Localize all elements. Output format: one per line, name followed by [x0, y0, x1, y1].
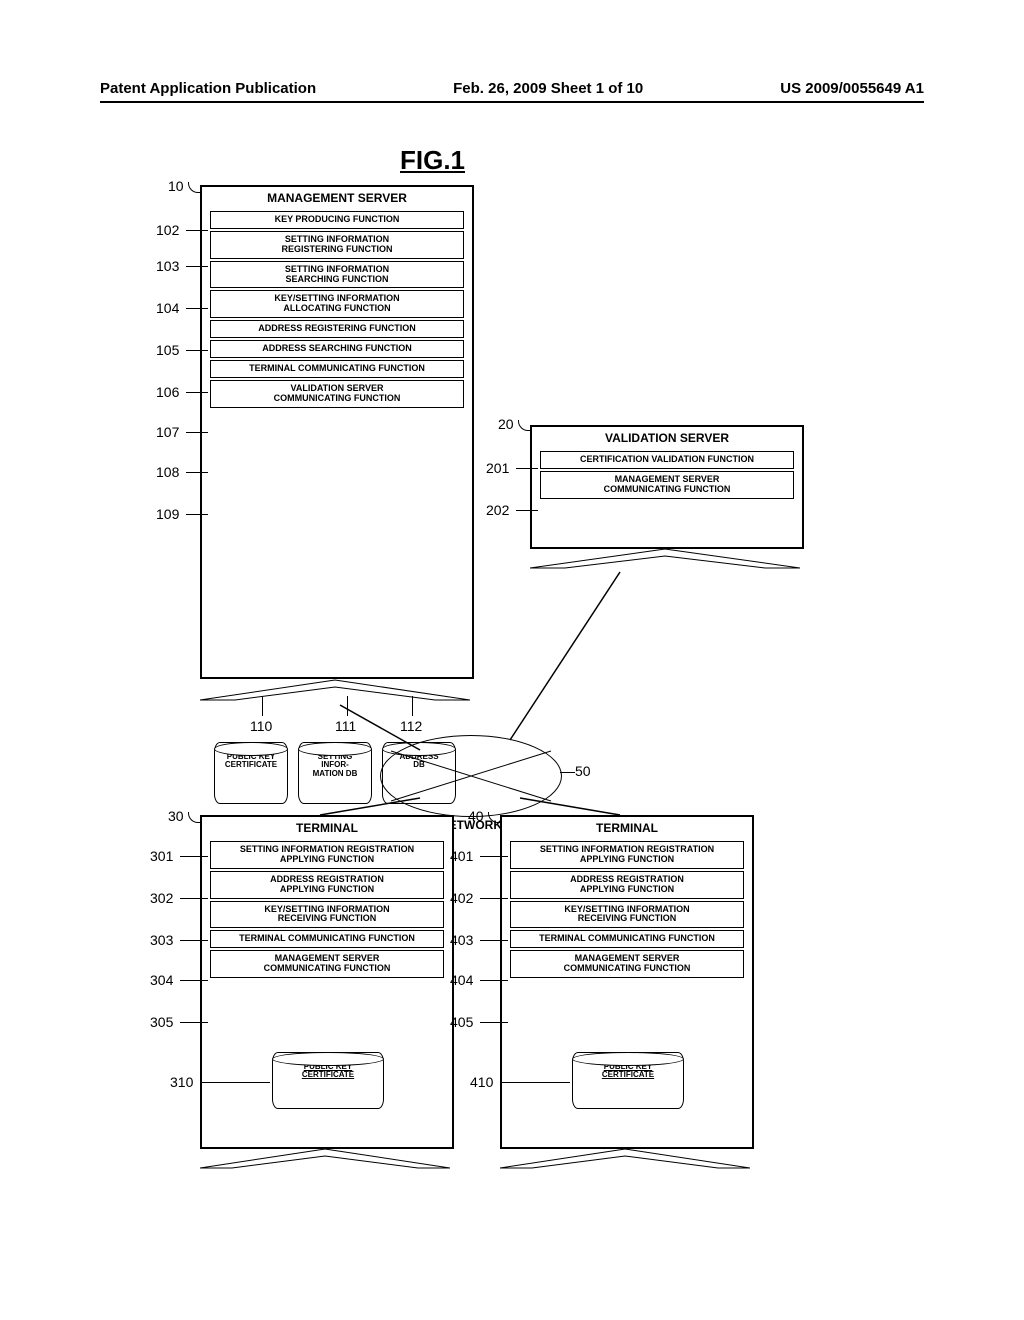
ref-109: 109	[156, 506, 179, 522]
func-key-setting-alloc: KEY/SETTING INFORMATION ALLOCATING FUNCT…	[210, 290, 464, 318]
db-310: PUBLIC KEY CERTIFICATE	[272, 1052, 384, 1109]
func-302: ADDRESS REGISTRATION APPLYING FUNCTION	[210, 871, 444, 899]
network-ellipse	[380, 735, 562, 817]
func-304: TERMINAL COMMUNICATING FUNCTION	[210, 930, 444, 948]
ref-103: 103	[156, 258, 179, 274]
func-403: KEY/SETTING INFORMATION RECEIVING FUNCTI…	[510, 901, 744, 929]
monitor-stand-vs	[530, 545, 800, 573]
func-cert-validation: CERTIFICATION VALIDATION FUNCTION	[540, 451, 794, 469]
func-terminal-comm: TERMINAL COMMUNICATING FUNCTION	[210, 360, 464, 378]
ref-10: 10	[168, 178, 184, 194]
ref-403: 403	[450, 932, 473, 948]
management-server-title: MANAGEMENT SERVER	[202, 187, 472, 209]
func-401: SETTING INFORMATION REGISTRATION APPLYIN…	[510, 841, 744, 869]
ref-305: 305	[150, 1014, 173, 1030]
ref-107: 107	[156, 424, 179, 440]
ref-304: 304	[150, 972, 173, 988]
monitor-stand-tb	[500, 1145, 750, 1173]
func-402: ADDRESS REGISTRATION APPLYING FUNCTION	[510, 871, 744, 899]
figure-title: FIG.1	[400, 145, 465, 176]
ref-102: 102	[156, 222, 179, 238]
ref-302: 302	[150, 890, 173, 906]
page: Patent Application Publication Feb. 26, …	[0, 0, 1024, 1320]
terminal-a-title: TERMINAL	[202, 817, 452, 839]
header-right: US 2009/0055649 A1	[780, 80, 924, 97]
func-404: TERMINAL COMMUNICATING FUNCTION	[510, 930, 744, 948]
ref-404: 404	[450, 972, 473, 988]
func-address-register: ADDRESS REGISTERING FUNCTION	[210, 320, 464, 338]
ref-301: 301	[150, 848, 173, 864]
db-public-key-cert: PUBLIC KEY CERTIFICATE	[214, 742, 288, 804]
func-validation-comm: VALIDATION SERVER COMMUNICATING FUNCTION	[210, 380, 464, 408]
ref-405: 405	[450, 1014, 473, 1030]
db-setting-info: SETTING INFOR- MATION DB	[298, 742, 372, 804]
ref-104: 104	[156, 300, 179, 316]
validation-server-title: VALIDATION SERVER	[532, 427, 802, 449]
ref-402: 402	[450, 890, 473, 906]
ref-20: 20	[498, 416, 514, 432]
func-key-producing: KEY PRODUCING FUNCTION	[210, 211, 464, 229]
ref-303: 303	[150, 932, 173, 948]
func-address-search: ADDRESS SEARCHING FUNCTION	[210, 340, 464, 358]
func-ms-comm: MANAGEMENT SERVER COMMUNICATING FUNCTION	[540, 471, 794, 499]
monitor-stand-ms	[200, 675, 470, 705]
ref-105: 105	[156, 342, 179, 358]
func-301: SETTING INFORMATION REGISTRATION APPLYIN…	[210, 841, 444, 869]
ref-201: 201	[486, 460, 509, 476]
management-server-box: MANAGEMENT SERVER KEY PRODUCING FUNCTION…	[200, 185, 474, 679]
terminal-a-box: TERMINAL SETTING INFORMATION REGISTRATIO…	[200, 815, 454, 1149]
ref-30: 30	[168, 808, 184, 824]
func-303: KEY/SETTING INFORMATION RECEIVING FUNCTI…	[210, 901, 444, 929]
ref-112: 112	[400, 718, 422, 734]
func-405: MANAGEMENT SERVER COMMUNICATING FUNCTION	[510, 950, 744, 978]
func-setting-search: SETTING INFORMATION SEARCHING FUNCTION	[210, 261, 464, 289]
db-410: PUBLIC KEY CERTIFICATE	[572, 1052, 684, 1109]
terminal-b-title: TERMINAL	[502, 817, 752, 839]
ref-106: 106	[156, 384, 179, 400]
monitor-stand-ta	[200, 1145, 450, 1173]
header-center: Feb. 26, 2009 Sheet 1 of 10	[453, 80, 643, 97]
func-305: MANAGEMENT SERVER COMMUNICATING FUNCTION	[210, 950, 444, 978]
header-left: Patent Application Publication	[100, 80, 316, 97]
ref-310: 310	[170, 1074, 193, 1090]
ref-202: 202	[486, 502, 509, 518]
ref-110: 110	[250, 718, 272, 734]
ref-108: 108	[156, 464, 179, 480]
ref-401: 401	[450, 848, 473, 864]
func-setting-register: SETTING INFORMATION REGISTERING FUNCTION	[210, 231, 464, 259]
page-header: Patent Application Publication Feb. 26, …	[100, 80, 924, 103]
ref-50: 50	[575, 763, 591, 779]
ref-410: 410	[470, 1074, 493, 1090]
terminal-b-box: TERMINAL SETTING INFORMATION REGISTRATIO…	[500, 815, 754, 1149]
validation-server-box: VALIDATION SERVER CERTIFICATION VALIDATI…	[530, 425, 804, 549]
ref-40: 40	[468, 808, 484, 824]
ref-111: 111	[335, 718, 356, 734]
